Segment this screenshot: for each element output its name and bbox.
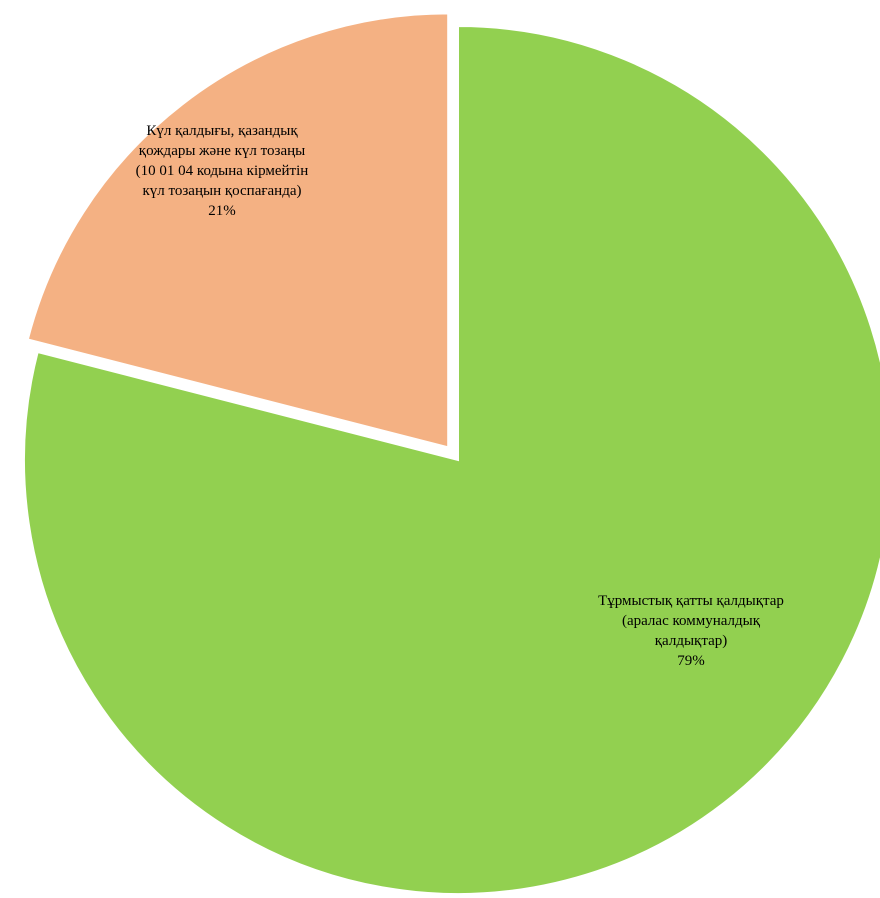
- slice-label-line: (10 01 04 кодына кірмейтін: [136, 163, 309, 179]
- slice-label-line: күл тозаңын қоспағанда): [143, 183, 302, 199]
- pie-slice-household: [23, 24, 880, 895]
- slice-percent-label: 21%: [208, 203, 236, 219]
- slice-label-line: (аралас коммуналдық: [622, 613, 761, 629]
- slice-label-line: қалдықтар): [655, 633, 727, 649]
- slice-percent-label: 79%: [677, 653, 705, 669]
- slice-label-line: Тұрмыстық қатты қалдықтар: [598, 593, 784, 609]
- data-label-ash: Күл қалдығы, қазандық қождары және күл то…: [136, 123, 309, 219]
- pie-slice-ash: [26, 12, 450, 449]
- data-label-household: Тұрмыстық қатты қалдықтар (аралас коммуна…: [598, 593, 784, 669]
- slice-label-line: қождары және күл тозаңы: [139, 143, 305, 159]
- slice-label-line: Күл қалдығы, қазандық: [146, 123, 298, 139]
